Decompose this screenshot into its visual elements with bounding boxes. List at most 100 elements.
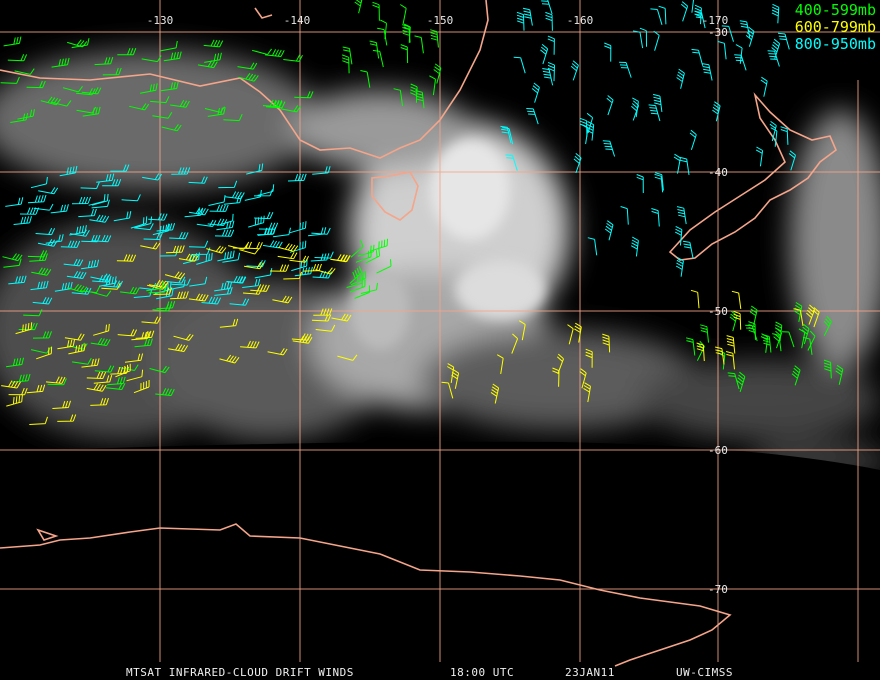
wind-barb — [342, 46, 353, 65]
wind-barb — [680, 1, 689, 22]
wind-barb — [526, 108, 539, 125]
wind-barb — [675, 256, 684, 277]
wind-barb — [586, 121, 595, 141]
wind-barb — [734, 54, 747, 71]
cloud-detail — [350, 140, 545, 350]
wind-barb — [587, 237, 598, 256]
wind-barb — [823, 315, 832, 336]
wind-barb — [654, 173, 664, 193]
wind-barb — [204, 106, 225, 113]
wind-barb — [57, 414, 77, 422]
wind-barb — [169, 231, 189, 240]
wind-barb — [101, 282, 121, 290]
wind-barb — [793, 308, 804, 326]
wind-barb — [64, 333, 85, 341]
wind-barb — [541, 0, 553, 15]
wind-barb — [33, 203, 54, 211]
wind-barb — [54, 281, 73, 292]
wind-barb — [360, 282, 378, 294]
wind-barb — [429, 75, 436, 96]
wind-barb — [511, 333, 519, 354]
wind-barb — [630, 236, 639, 257]
wind-barb — [116, 254, 137, 262]
wind-barb — [354, 0, 363, 14]
wind-barb — [679, 156, 690, 175]
wind-barb — [26, 80, 46, 89]
wind-barb — [196, 219, 217, 227]
wind-barb — [214, 286, 233, 296]
wind-barb — [755, 146, 764, 167]
wind-barb — [685, 337, 696, 356]
wind-barb — [400, 4, 407, 25]
wind-barb — [376, 259, 392, 274]
wind-barb — [218, 180, 238, 189]
wind-barb — [794, 302, 803, 322]
wind-barb — [265, 100, 286, 109]
wind-barb — [801, 323, 810, 345]
wind-barb — [45, 376, 66, 384]
wind-barb — [311, 227, 331, 235]
wind-barb — [303, 263, 322, 272]
wind-barb — [71, 196, 91, 205]
wind-barb — [38, 187, 59, 195]
wind-barb — [188, 176, 208, 184]
wind-barb — [770, 127, 778, 147]
wind-barb — [30, 176, 48, 189]
wind-barb — [250, 284, 270, 292]
wind-barb — [239, 248, 260, 255]
wind-barb — [372, 1, 380, 21]
wind-barb — [636, 174, 644, 194]
wind-barb — [140, 242, 161, 250]
wind-barb — [91, 193, 109, 206]
wind-barb — [602, 140, 616, 157]
wind-barb — [81, 358, 100, 368]
wind-barb — [676, 68, 685, 89]
wind-barb — [152, 112, 173, 119]
wind-barb — [682, 240, 694, 259]
wind-barb — [182, 252, 200, 265]
wind-barb — [696, 342, 705, 362]
wind-barb — [283, 271, 303, 280]
wind-barb — [201, 296, 222, 305]
wind-barb — [135, 216, 153, 229]
lon-label: -130 — [147, 14, 174, 27]
wind-barb — [27, 194, 47, 204]
wind-barb — [714, 346, 725, 365]
wind-barb — [3, 36, 22, 47]
wind-barb — [118, 364, 139, 371]
wind-barb — [129, 103, 150, 111]
wind-barb — [767, 50, 780, 67]
wind-barb — [6, 357, 24, 368]
wind-barb — [72, 357, 92, 365]
wind-barb — [94, 56, 114, 66]
wind-barb — [648, 104, 661, 122]
wind-barb — [294, 91, 314, 99]
wind-barb — [32, 296, 53, 305]
footer-product: MTSAT INFRARED-CLOUD DRIFT WINDS — [126, 666, 354, 679]
wind-barb — [148, 279, 169, 288]
wind-barb — [148, 285, 168, 294]
wind-barb — [788, 150, 796, 171]
wind-barb — [63, 258, 84, 267]
wind-barb — [650, 8, 663, 25]
wind-barb — [365, 248, 381, 264]
wind-barb — [76, 88, 96, 96]
wind-barb — [781, 331, 795, 348]
wind-barb — [78, 208, 97, 218]
lat-label: -40 — [708, 166, 728, 179]
wind-barb — [68, 343, 86, 355]
wind-barb — [531, 82, 540, 103]
wind-barb — [369, 40, 380, 59]
lon-label: -160 — [567, 14, 594, 27]
wind-barb — [214, 229, 235, 237]
wind-barb — [67, 283, 88, 293]
footer-source: UW-CIMSS — [676, 666, 733, 679]
wind-barb — [29, 416, 48, 425]
wind-barb — [291, 259, 308, 272]
wind-barb — [225, 191, 245, 200]
wind-barb — [92, 274, 112, 283]
lat-label: -60 — [708, 444, 728, 457]
wind-barb — [254, 268, 273, 279]
wind-barb — [163, 51, 182, 62]
wind-barb — [749, 305, 758, 326]
